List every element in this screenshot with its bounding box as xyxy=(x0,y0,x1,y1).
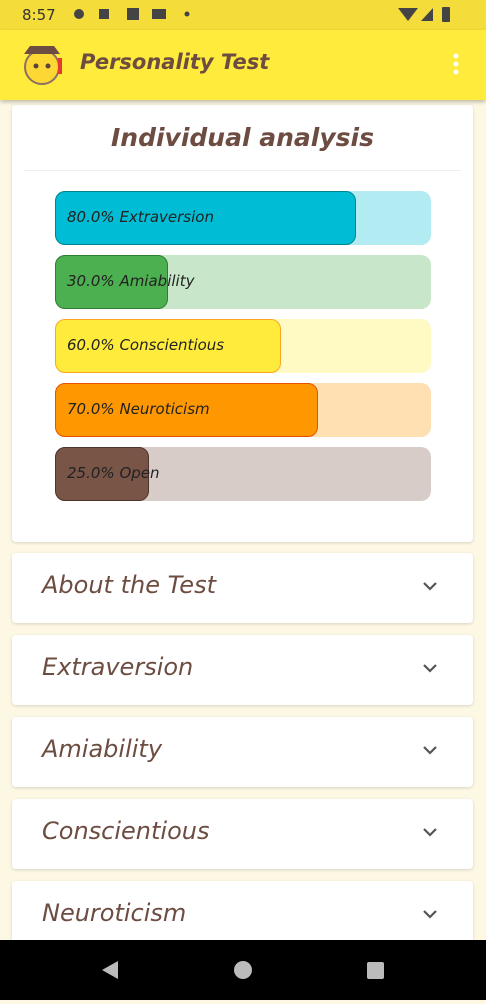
expand-chevron[interactable] xyxy=(422,826,438,838)
expand-chevron[interactable] xyxy=(422,908,438,920)
bar-track: 60.0% Conscientious xyxy=(55,319,431,373)
bar-name: Amiability xyxy=(119,272,195,290)
section-title: Amiability xyxy=(42,735,163,763)
app-icon xyxy=(24,46,62,85)
analysis-card: Individual analysis 80.0% Extraversion 30… xyxy=(12,105,473,542)
section-card[interactable]: Neuroticism xyxy=(12,881,473,940)
bar-track: 30.0% Amiability xyxy=(55,255,431,309)
section-title: Neuroticism xyxy=(42,899,187,927)
section-card[interactable]: Conscientious xyxy=(12,799,473,869)
home-button[interactable] xyxy=(234,961,252,979)
section-card[interactable]: About the Test xyxy=(12,553,473,623)
section-title: Conscientious xyxy=(42,817,210,845)
bar-label: 60.0% Conscientious xyxy=(67,336,224,354)
app-bar: Personality Test xyxy=(0,30,486,100)
status-bar: 8:57 xyxy=(0,0,486,30)
bar-label: 70.0% Neuroticism xyxy=(67,400,210,418)
bar-fill xyxy=(55,383,319,437)
section-title: Extraversion xyxy=(42,653,194,681)
expand-chevron[interactable] xyxy=(422,744,438,756)
bar-name: Extraversion xyxy=(119,208,214,226)
bar-fill xyxy=(55,319,281,373)
bar-value-label: 70.0% xyxy=(67,400,115,418)
bar-name: Open xyxy=(119,464,160,482)
bar-track: 80.0% Extraversion xyxy=(55,191,431,245)
bar-fill xyxy=(55,191,356,245)
nav-buttons xyxy=(102,961,384,979)
section-card[interactable]: Amiability xyxy=(12,717,473,787)
bar-track: 70.0% Neuroticism xyxy=(55,383,431,437)
bar-fill xyxy=(55,255,168,309)
bar-name: Conscientious xyxy=(119,336,225,354)
section-card[interactable]: Extraversion xyxy=(12,635,473,705)
recents-button[interactable] xyxy=(367,962,384,979)
bar-value-label: 30.0% xyxy=(67,272,115,290)
expand-chevron[interactable] xyxy=(422,662,438,674)
content: Individual analysis 80.0% Extraversion 30… xyxy=(0,100,486,940)
bar-track: 25.0% Open xyxy=(55,447,431,501)
back-button[interactable] xyxy=(102,961,118,979)
bar-label: 25.0% Open xyxy=(67,464,160,482)
bar-fill xyxy=(55,447,149,501)
section-title: About the Test xyxy=(42,571,216,599)
bar-label: 80.0% Extraversion xyxy=(67,208,214,226)
bar-value-label: 25.0% xyxy=(67,464,115,482)
menu-button[interactable] xyxy=(451,53,461,77)
bar-label: 30.0% Amiability xyxy=(67,272,194,290)
bar-name: Neuroticism xyxy=(119,400,210,418)
status-icons xyxy=(74,7,450,22)
app-title: Personality Test xyxy=(80,50,270,74)
bar-value-label: 60.0% xyxy=(67,336,115,354)
clock: 8:57 xyxy=(22,6,56,24)
bar-value-label: 80.0% xyxy=(67,208,115,226)
nav-bar xyxy=(0,940,486,1000)
expand-chevron[interactable] xyxy=(422,580,438,592)
analysis-title: Individual analysis xyxy=(110,123,374,152)
divider xyxy=(24,170,461,171)
